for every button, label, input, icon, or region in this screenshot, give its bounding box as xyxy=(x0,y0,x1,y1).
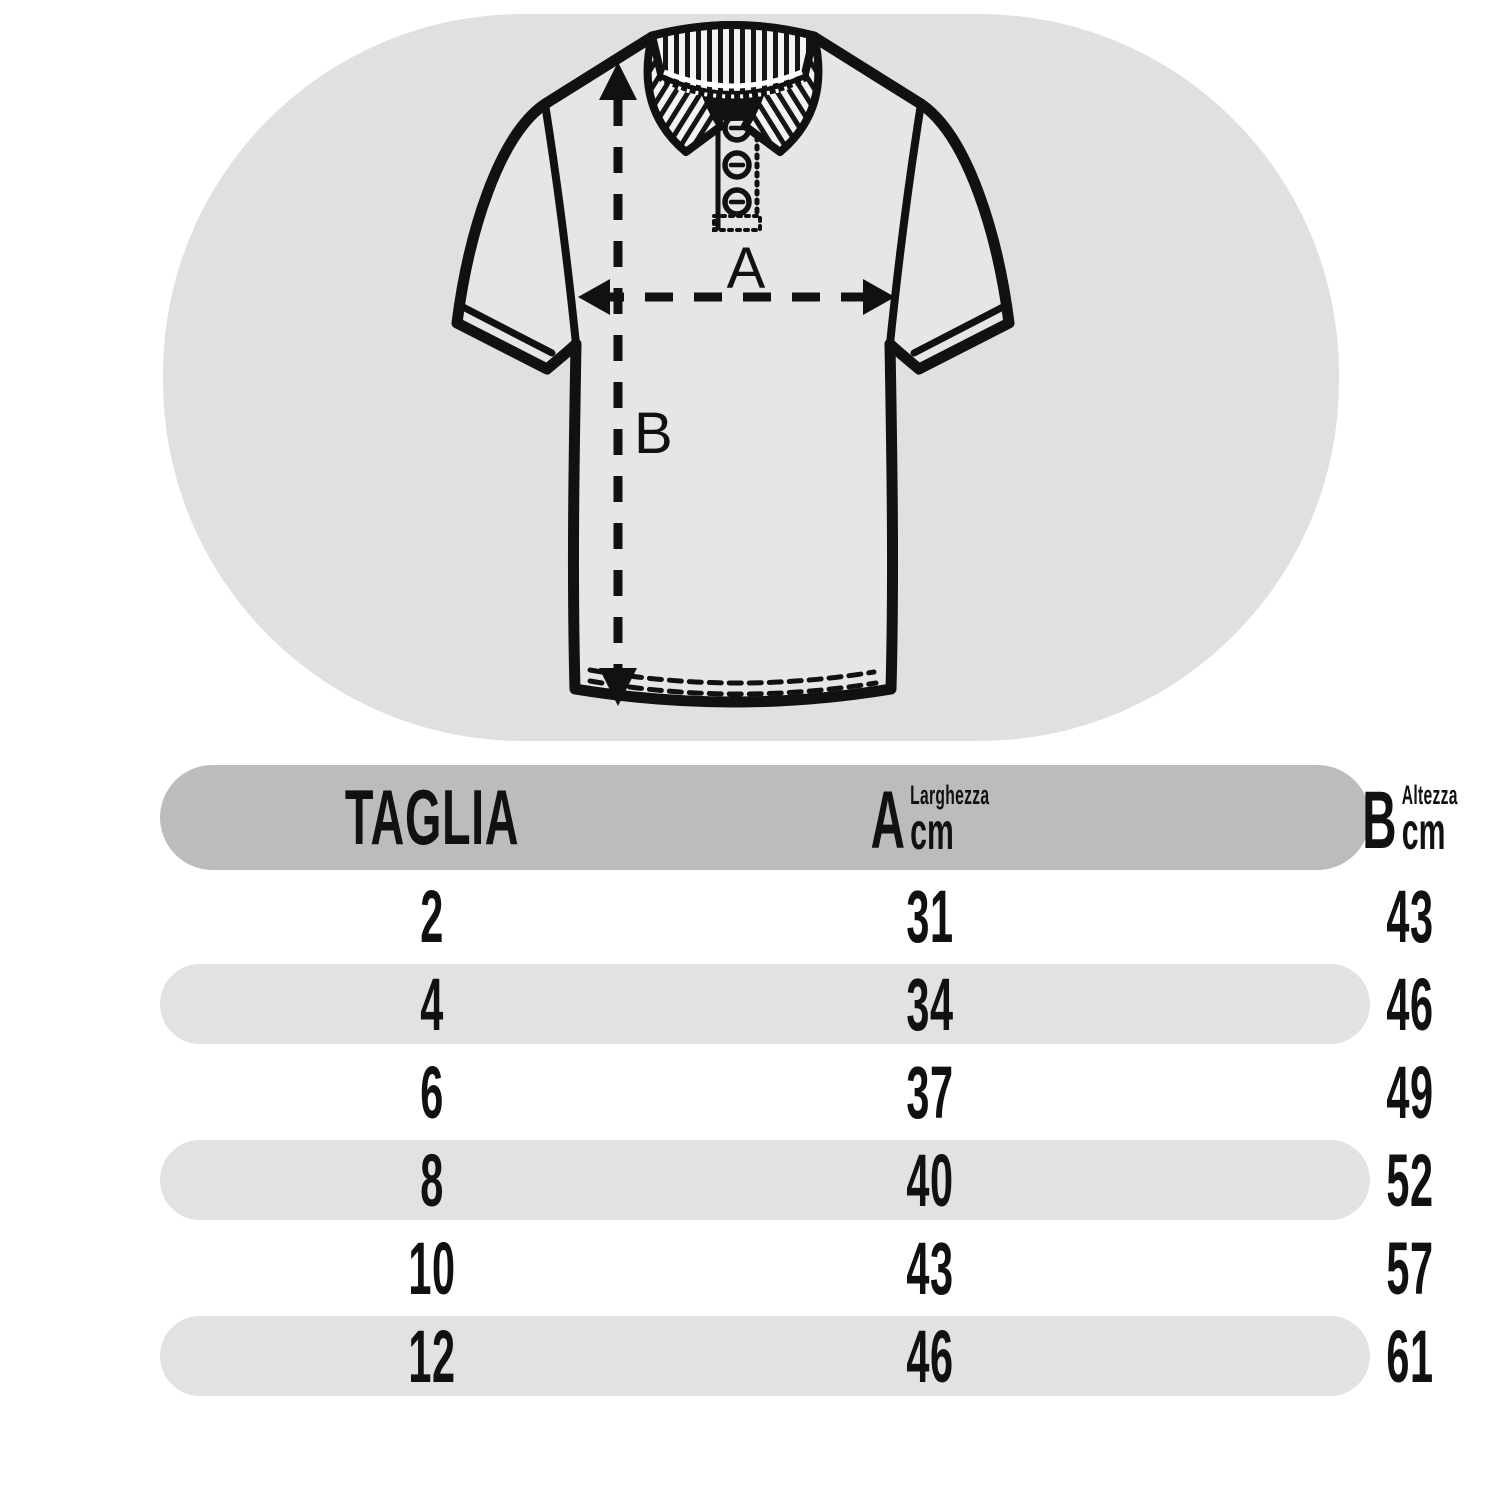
shirt-outline xyxy=(451,21,1015,708)
height-column-subtitle: Altezza xyxy=(1401,780,1458,811)
width-column-unit: cm xyxy=(910,803,954,862)
collar-band xyxy=(648,21,818,99)
size-value: 6 xyxy=(420,1050,444,1134)
dimension-arrows: A B xyxy=(578,62,895,706)
size-value: 2 xyxy=(420,874,444,958)
table-row: 4 34 46 xyxy=(160,960,1433,1048)
cuff-line-right xyxy=(910,303,1007,357)
width-dimension-label: A xyxy=(727,236,766,301)
height-column-unit: cm xyxy=(1401,803,1446,862)
height-value: 61 xyxy=(1386,1314,1434,1398)
width-value: 34 xyxy=(906,962,954,1046)
height-value: 46 xyxy=(1386,962,1434,1046)
table-row: 2 31 43 xyxy=(160,872,1433,960)
table-row: 10 43 57 xyxy=(160,1224,1433,1312)
size-column-title: TAGLIA xyxy=(344,773,520,861)
size-value: 12 xyxy=(408,1314,456,1398)
width-value: 40 xyxy=(906,1138,954,1222)
sleeve-seam-left xyxy=(541,100,580,348)
button xyxy=(722,150,752,180)
width-value: 43 xyxy=(906,1226,954,1310)
height-arrowhead-top xyxy=(599,62,637,100)
width-value: 46 xyxy=(906,1314,954,1398)
shirt-body xyxy=(451,21,1015,708)
collar-rib-line xyxy=(663,69,803,89)
width-value: 31 xyxy=(906,874,954,958)
height-arrowhead-bottom xyxy=(599,668,637,706)
height-value: 43 xyxy=(1386,874,1434,958)
size-value: 4 xyxy=(420,962,444,1046)
polo-shirt-diagram: A B xyxy=(163,14,1339,741)
height-dimension-label: B xyxy=(634,401,673,466)
size-table: TAGLIA A Larghezza cm B Altezza cm xyxy=(0,765,1500,1400)
size-value: 10 xyxy=(408,1226,456,1310)
hem-stitch-lower xyxy=(587,678,879,697)
header-cell-width: A Larghezza cm xyxy=(828,765,1033,870)
table-row: 6 37 49 xyxy=(160,1048,1433,1136)
width-value: 37 xyxy=(906,1050,954,1134)
width-column-subtitle: Larghezza xyxy=(910,780,990,811)
height-value: 57 xyxy=(1386,1226,1434,1310)
header-cell-height: B Altezza cm xyxy=(1328,765,1493,870)
height-value: 52 xyxy=(1386,1138,1434,1222)
button xyxy=(722,187,752,217)
collar xyxy=(643,21,823,156)
sleeve-seam-right xyxy=(886,100,925,348)
height-column-letter: B xyxy=(1362,774,1397,866)
collar-rib-dots xyxy=(660,80,805,99)
size-table-header: TAGLIA A Larghezza cm B Altezza cm xyxy=(160,765,1457,870)
width-arrowhead-left xyxy=(578,279,610,315)
size-value: 8 xyxy=(420,1138,444,1222)
table-row: 8 40 52 xyxy=(160,1136,1433,1224)
width-column-letter: A xyxy=(870,774,905,866)
cuff-line-left xyxy=(459,303,556,357)
header-cell-size: TAGLIA xyxy=(287,765,578,870)
table-row: 12 46 61 xyxy=(160,1312,1433,1400)
height-value: 49 xyxy=(1386,1050,1434,1134)
hem-stitch-upper xyxy=(587,667,877,686)
width-arrowhead-right xyxy=(863,279,895,315)
